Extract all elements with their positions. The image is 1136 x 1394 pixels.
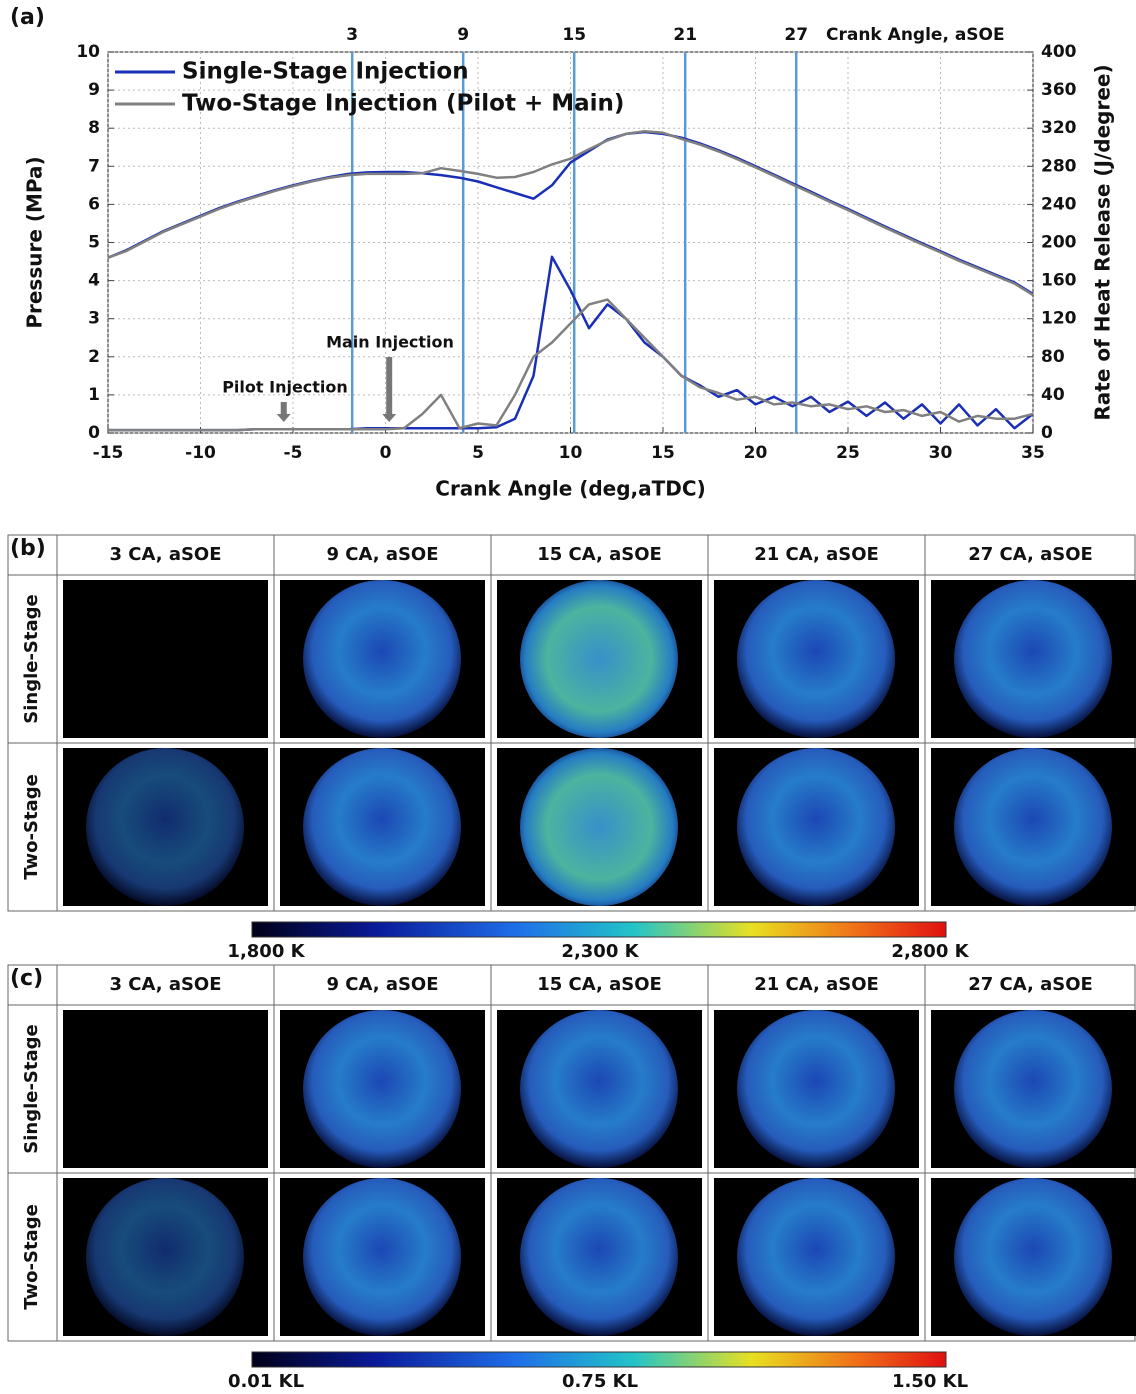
panel-label: (c): [10, 966, 43, 991]
flame-image-content: [520, 580, 678, 738]
flame-image-content: [954, 1010, 1112, 1168]
row-header: Single-Stage: [21, 594, 42, 724]
row-header: Two-Stage: [21, 1204, 42, 1310]
colorbar: [251, 921, 947, 938]
colorbar: [251, 1351, 947, 1368]
y-tick-label: 5: [88, 233, 100, 253]
flame-image-content: [86, 1178, 244, 1336]
x-tick-label: 25: [836, 443, 860, 463]
flame-image-content: [86, 748, 244, 906]
flame-image-content: [520, 1178, 678, 1336]
flame-image-content: [737, 1010, 895, 1168]
row-header: Single-Stage: [21, 1024, 42, 1154]
y2-tick-label: 200: [1041, 233, 1077, 253]
colorbar-label: 1,800 K: [227, 941, 305, 962]
column-header: 27 CA, aSOE: [968, 974, 1093, 995]
column-header: 21 CA, aSOE: [754, 544, 879, 565]
colorbar-label: 2,300 K: [561, 941, 639, 962]
series-line: [108, 298, 1034, 432]
x-tick-label: 20: [744, 443, 768, 463]
x-tick-label: 35: [1021, 443, 1045, 463]
flame-image-content: [954, 1178, 1112, 1336]
y-tick-label: 0: [88, 423, 100, 443]
annotation: Pilot Injection: [222, 378, 348, 397]
column-header: 3 CA, aSOE: [109, 974, 221, 995]
flame-image-content: [303, 748, 461, 906]
flame-image-content: [303, 580, 461, 738]
top-tick-label: 9: [457, 25, 469, 45]
y2-tick-label: 280: [1041, 156, 1077, 176]
colorbar-label: 1.50 KL: [892, 1371, 968, 1392]
flame-image-content: [737, 748, 895, 906]
legend-label: Single-Stage Injection: [182, 59, 469, 85]
row-header: Two-Stage: [21, 774, 42, 880]
annotation: Main Injection: [326, 333, 454, 352]
flame-image-content: [303, 1178, 461, 1336]
y-tick-label: 3: [88, 309, 100, 329]
y2-tick-label: 80: [1041, 347, 1065, 367]
top-tick-label: 21: [673, 25, 697, 45]
y2-tick-label: 160: [1041, 271, 1077, 291]
flame-image: [63, 1010, 268, 1168]
flame-image-content: [520, 1010, 678, 1168]
y2-tick-label: 0: [1041, 423, 1053, 443]
y2-tick-label: 360: [1041, 80, 1077, 100]
column-header: 15 CA, aSOE: [537, 544, 662, 565]
y-tick-label: 2: [88, 347, 100, 367]
flame-image-content: [520, 748, 678, 906]
y-tick-label: 10: [76, 42, 100, 62]
y2-tick-label: 320: [1041, 118, 1077, 138]
y-axis-label: Pressure (MPa): [23, 156, 47, 328]
flame-image-content: [737, 1178, 895, 1336]
x-tick-label: 30: [929, 443, 953, 463]
x-tick-label: -15: [93, 443, 124, 463]
y2-tick-label: 40: [1041, 385, 1065, 405]
colorbar-label: 0.01 KL: [228, 1371, 304, 1392]
panel-label: (b): [10, 536, 46, 561]
colorbar-label: 0.75 KL: [562, 1371, 638, 1392]
annotation-arrow: [382, 357, 397, 422]
series-line: [107, 129, 1034, 297]
x-tick-label: -5: [284, 443, 303, 463]
legend-label: Two-Stage Injection (Pilot + Main): [182, 91, 624, 117]
column-header: 3 CA, aSOE: [109, 544, 221, 565]
y2-tick-label: 400: [1041, 42, 1077, 62]
flame-image-content: [737, 580, 895, 738]
x-tick-label: 10: [559, 443, 583, 463]
column-header: 9 CA, aSOE: [326, 974, 438, 995]
x-tick-label: 0: [380, 443, 392, 463]
colorbar-label: 2,800 K: [891, 941, 969, 962]
top-tick-label: 3: [346, 25, 358, 45]
x-tick-label: 15: [651, 443, 675, 463]
y2-axis-label: Rate of Heat Release (J/degree): [1091, 64, 1115, 420]
x-axis-label: Crank Angle (deg,aTDC): [435, 477, 705, 501]
y-tick-label: 7: [88, 156, 100, 176]
flame-image-content: [954, 580, 1112, 738]
y-tick-label: 6: [88, 194, 100, 214]
column-header: 27 CA, aSOE: [968, 544, 1093, 565]
column-header: 15 CA, aSOE: [537, 974, 662, 995]
y2-tick-label: 240: [1041, 194, 1077, 214]
top-tick-label: 15: [562, 25, 586, 45]
y-tick-label: 1: [88, 385, 100, 405]
y-tick-label: 9: [88, 80, 100, 100]
top-tick-label: 27: [784, 25, 808, 45]
y2-tick-label: 120: [1041, 309, 1077, 329]
panel-label: (a): [10, 5, 45, 30]
flame-image: [63, 580, 268, 738]
flame-image-content: [954, 748, 1112, 906]
top-axis-label: Crank Angle, aSOE: [826, 25, 1005, 45]
column-header: 9 CA, aSOE: [326, 544, 438, 565]
x-tick-label: -10: [185, 443, 216, 463]
y-tick-label: 4: [88, 271, 100, 291]
annotation-arrow: [276, 402, 291, 422]
column-header: 21 CA, aSOE: [754, 974, 879, 995]
x-tick-label: 5: [472, 443, 484, 463]
flame-image-content: [303, 1010, 461, 1168]
y-tick-label: 8: [88, 118, 100, 138]
